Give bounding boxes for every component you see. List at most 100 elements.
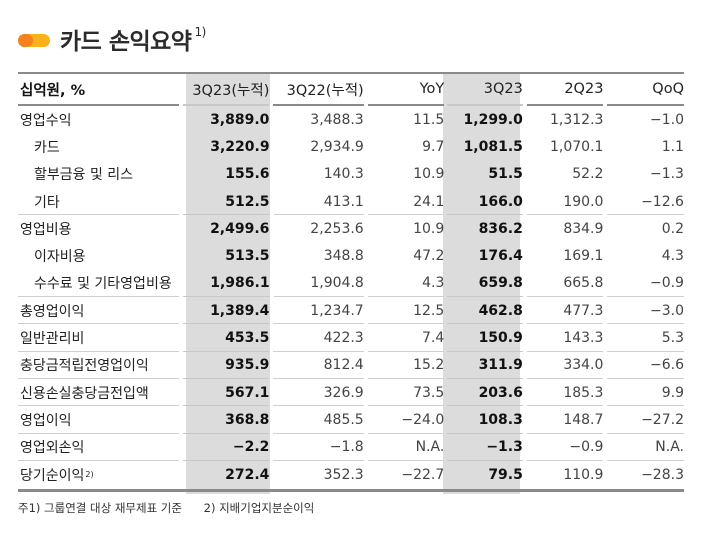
row-label: 영업비용 [20,221,72,238]
value-3q23-cumulative: 368.8 [183,406,270,434]
value-yoy: 10.9 [413,220,445,237]
row-label-footnote-marker: 2) [85,470,94,479]
value-3q23: 166.0 [447,188,523,216]
value-3q23-cumulative: 155.6 [225,166,270,183]
value-3q23: 108.3 [447,406,523,434]
value-3q23: 836.2 [478,220,523,237]
value-qoq: −12.6 [607,188,684,216]
value-2q23: 477.3 [526,297,603,325]
value-3q22-cumulative: 413.1 [273,188,365,216]
value-3q22-cumulative: 352.3 [323,466,364,483]
highlight-column-3q23-cumulative [186,72,270,494]
value-2q23: 110.9 [563,466,604,483]
value-3q22-cumulative: 422.3 [273,324,365,352]
value-3q23: −1.3 [447,434,523,462]
table-row: 일반관리비 453.5 422.3 7.4 150.9 143.3 5.3 [18,324,684,352]
table-row: 영업비용 2,499.6 2,253.6 10.9 836.2 834.9 0.2 [18,215,684,242]
value-qoq: −6.6 [607,352,684,380]
value-3q23: 150.9 [447,324,523,352]
value-2q23: 1,312.3 [549,111,604,128]
table-row: 영업외손익 −2.2 −1.8 N.A. −1.3 −0.9 N.A. [18,434,684,462]
page-title: 카드 손익요약 1) [60,22,206,56]
value-3q22-cumulative: 2,253.6 [310,220,364,237]
value-3q23: 311.9 [447,352,523,380]
value-3q22-cumulative: 2,934.9 [310,138,364,155]
value-3q22-cumulative: 140.3 [323,166,364,183]
highlight-column-3q23 [443,72,520,494]
value-yoy: −24.0 [367,406,444,434]
header-qoq: QoQ [607,72,684,106]
value-qoq: N.A. [607,434,684,462]
value-3q23-cumulative: 567.1 [183,379,270,407]
row-label: 총영업이익 [18,297,180,325]
row-label: 카드 [34,139,60,156]
value-3q23: 176.4 [478,248,523,265]
value-3q22-cumulative: −1.8 [273,434,365,462]
value-2q23: 143.3 [526,324,603,352]
value-yoy: 9.7 [422,138,445,155]
value-qoq: −27.2 [607,406,684,434]
table-row: 수수료 및 기타영업비용 1,986.1 1,904.8 4.3 659.8 665.8−… [18,270,684,298]
value-2q23: 834.9 [563,220,604,237]
title-footnote-marker: 1) [194,25,206,40]
value-2q23: 169.1 [563,248,604,265]
table-row: 영업이익 368.8 485.5 −24.0 108.3 148.7 −27.2 [18,406,684,434]
value-2q23: 185.3 [526,379,603,407]
value-3q22-cumulative: 3,488.3 [310,111,364,128]
value-yoy: 73.5 [367,379,444,407]
value-3q23-cumulative: 513.5 [225,248,270,265]
table-row: 당기순이익 2) 272.4 352.3 −22.7 79.5 110.9 −28.3 [18,461,684,488]
value-2q23: 52.2 [572,166,604,183]
row-label: 충당금적립전영업이익 [18,352,180,380]
value-yoy: 10.9 [413,166,445,183]
value-3q22-cumulative: 1,234.7 [273,297,365,325]
value-qoq: −1.0 [649,111,684,128]
value-3q22-cumulative: 485.5 [273,406,365,434]
value-2q23: 665.8 [526,270,603,298]
value-qoq: 0.2 [661,220,684,237]
value-3q23: 1,299.0 [463,111,523,128]
value-qoq: −28.3 [641,466,684,483]
value-2q23: 190.0 [526,188,603,216]
row-label: 영업이익 [18,406,180,434]
header-3q23-cumulative: 3Q23(누적) [183,72,270,106]
table-row: 신용손실충당금전입액 567.1 326.9 73.5 203.6 185.3 9.9 [18,379,684,407]
value-qoq: 9.9 [607,379,684,407]
header-3q23: 3Q23 [447,72,523,106]
value-yoy: 24.1 [367,188,444,216]
value-3q23: 79.5 [488,466,523,483]
value-3q22-cumulative: 1,904.8 [273,270,365,298]
table-row: 총영업이익 1,389.4 1,234.7 12.5 462.8 477.3 −3.0 [18,297,684,325]
value-3q22-cumulative: 326.9 [273,379,365,407]
row-label: 일반관리비 [18,324,180,352]
table-row: 충당금적립전영업이익 935.9 812.4 15.2 311.9 334.0 −6.6 [18,352,684,380]
row-label: 당기순이익 2) [20,467,94,484]
value-qoq: 5.3 [607,324,684,352]
title-text: 카드 손익요약 [60,29,192,55]
value-yoy: −22.7 [401,466,445,483]
value-3q23-cumulative: 935.9 [183,352,270,380]
value-qoq: 1.1 [661,138,684,155]
value-yoy: 12.5 [367,297,444,325]
value-2q23: 1,070.1 [550,138,604,155]
bullet-pill-icon [18,33,50,47]
value-yoy: N.A. [367,434,444,462]
header-3q22-cumulative: 3Q22(누적) [273,72,365,106]
footnote-2: 2) 지배기업지분순이익 [203,501,315,515]
value-3q23-cumulative: 453.5 [183,324,270,352]
value-yoy: 15.2 [367,352,444,380]
table-row: 이자비용 513.5 348.8 47.2 176.4 169.1 4.3 [18,242,684,269]
row-label: 신용손실충당금전입액 [18,379,180,407]
table-row: 할부금융 및 리스 155.6 140.3 10.9 51.5 52.2 −1.3 [18,161,684,188]
row-label: 기타 [18,188,180,216]
row-label: 수수료 및 기타영업비용 [18,270,180,298]
value-qoq: −0.9 [607,270,684,298]
table-header-row: 십억원, % 3Q23(누적) 3Q22(누적) YoY 3Q23 2Q23 Q… [18,72,684,106]
value-2q23: −0.9 [526,434,603,462]
value-3q23: 659.8 [447,270,523,298]
value-3q23-cumulative: 512.5 [183,188,270,216]
row-label: 영업수익 [20,112,72,129]
value-qoq: −1.3 [649,166,684,183]
value-3q22-cumulative: 812.4 [273,352,365,380]
table-bottom-rule [18,489,684,493]
